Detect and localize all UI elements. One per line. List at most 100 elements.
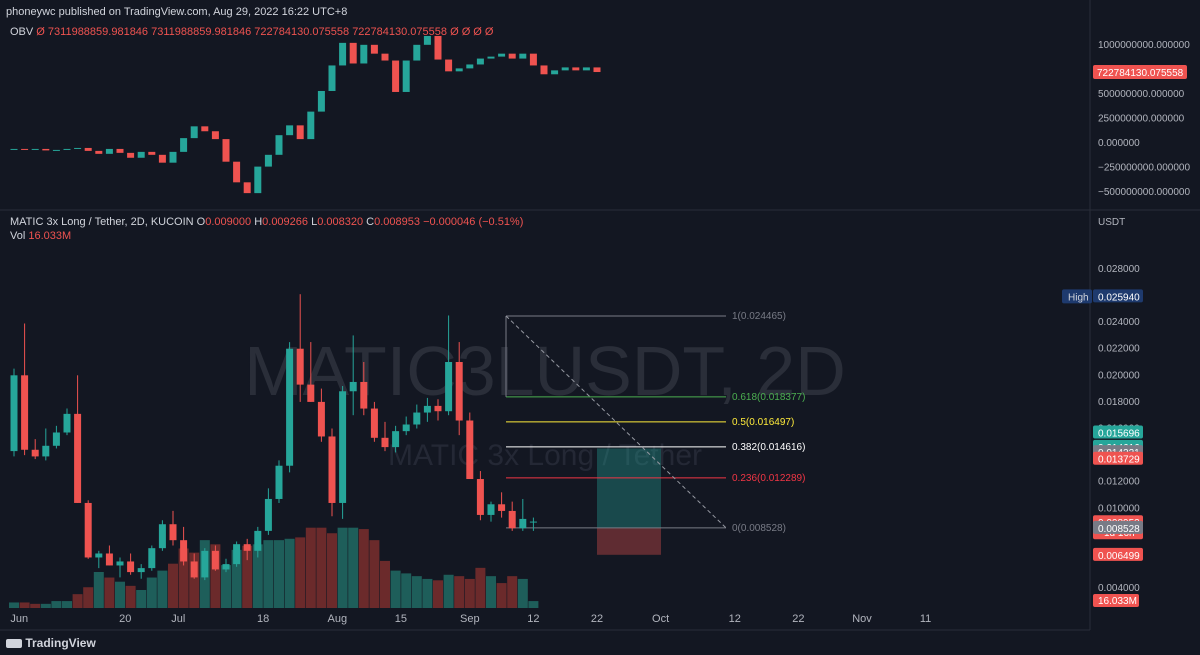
price-candle-body [116,561,124,566]
time-axis-tick: Oct [652,613,669,625]
price-candle-body [519,518,527,529]
volume-bar [295,537,306,608]
volume-bar [221,565,231,608]
volume-bar [9,602,19,608]
obv-candle [233,161,241,183]
obv-candle [455,68,463,72]
obv-candle [529,53,537,66]
time-axis-tick: 20 [119,613,131,625]
price-candle-body [31,449,39,457]
obv-candle [561,67,569,71]
close-value: 0.008953 [374,216,421,228]
obv-candle [42,148,50,151]
obv-candle [222,139,230,162]
position-profit-zone [597,448,661,528]
high-label: H [254,216,263,228]
price-candle-body [105,553,113,566]
volume-bar [475,567,486,608]
volume-bar [30,603,41,608]
time-axis-tick: 18 [257,613,269,625]
time-axis-tick: Sep [460,613,480,625]
price-candle-body [148,548,156,569]
obv-candle [158,154,166,163]
high-value: 0.009266 [262,216,309,228]
obv-value-4: 722784130.075558 [352,26,448,38]
time-axis-tick: 22 [591,613,603,625]
price-candle-body [21,375,29,450]
price-candle-body [339,391,347,503]
volume-bar [528,601,539,608]
fib-level-label: 0.618(0.018377) [732,392,805,403]
obv-candle [105,148,113,154]
volume-bar [517,578,528,608]
price-axis-tick: 0.020000 [1098,370,1140,381]
volume-bar [411,576,422,608]
obv-candle [434,35,442,60]
price-candle-body [370,408,378,438]
price-axis-tick: 0.018000 [1098,397,1140,408]
volume-bar [125,585,136,608]
obv-candle [52,149,60,151]
volume-last-tag [1093,594,1139,607]
price-candle-body [95,553,103,558]
obv-candle [116,148,124,153]
price-candle-body [190,561,198,578]
time-axis-tick: 11 [920,613,931,625]
obv-candle [95,150,103,154]
volume-bar [93,572,104,608]
volume-bar [51,601,62,608]
volume-bar [263,540,274,608]
watermark-description: MATIC 3x Long / Tether [388,439,702,472]
volume-bar [464,578,475,608]
close-label: C [366,216,375,228]
volume-bar [210,544,221,608]
obv-candle [328,65,336,91]
volume-bar [305,527,316,608]
price-candle-body [84,502,92,558]
high-tag [1062,289,1092,304]
price-candle-body [275,465,283,499]
obv-axis-tick: 250000000.000000 [1098,113,1185,124]
publisher-line: phoneywc published on TradingView.com, A… [6,6,348,18]
price-candle-body [169,524,177,541]
obv-candle [137,151,145,158]
symbol-title[interactable]: MATIC 3x Long / Tether, 2D, KUCOIN [10,216,194,228]
price-label-tag [1093,289,1143,303]
obv-candle [286,125,294,136]
obv-candle [370,44,378,54]
obv-candle [169,151,177,163]
obv-candle [275,135,283,155]
obv-candle [31,148,39,150]
open-label: O [196,216,206,228]
obv-candle [445,59,453,72]
price-candle-body [211,550,219,570]
price-axis-tick: 0.022000 [1098,344,1140,355]
price-candle-body [42,445,50,457]
change-value: −0.000046 (−0.51%) [423,216,524,228]
time-axis-tick: Nov [852,613,872,625]
price-candle-body [476,479,484,515]
volume-bar [390,570,401,608]
obv-candle [74,147,82,149]
price-candle-body [423,405,431,413]
low-label: L [311,216,318,228]
volume-bar [274,540,284,608]
obv-candle [180,138,188,152]
price-candle-body [286,348,294,466]
volume-bar [83,587,94,608]
fib-level-label: 0(0.008528) [732,523,786,534]
time-axis-tick: 12 [527,613,539,625]
price-candle-body [487,504,495,515]
fib-trend-line [505,315,727,529]
volume-bar [454,576,465,608]
volume-bar [252,544,263,608]
tradingview-brand[interactable]: TradingView [6,636,96,650]
volume-bar [358,529,369,608]
volume-bar [348,527,359,608]
price-candle-body [137,568,145,573]
price-candle-body [402,424,410,432]
volume-bar [168,563,178,608]
time-axis-tick: Jul [171,613,185,625]
open-value: 0.009000 [205,216,252,228]
